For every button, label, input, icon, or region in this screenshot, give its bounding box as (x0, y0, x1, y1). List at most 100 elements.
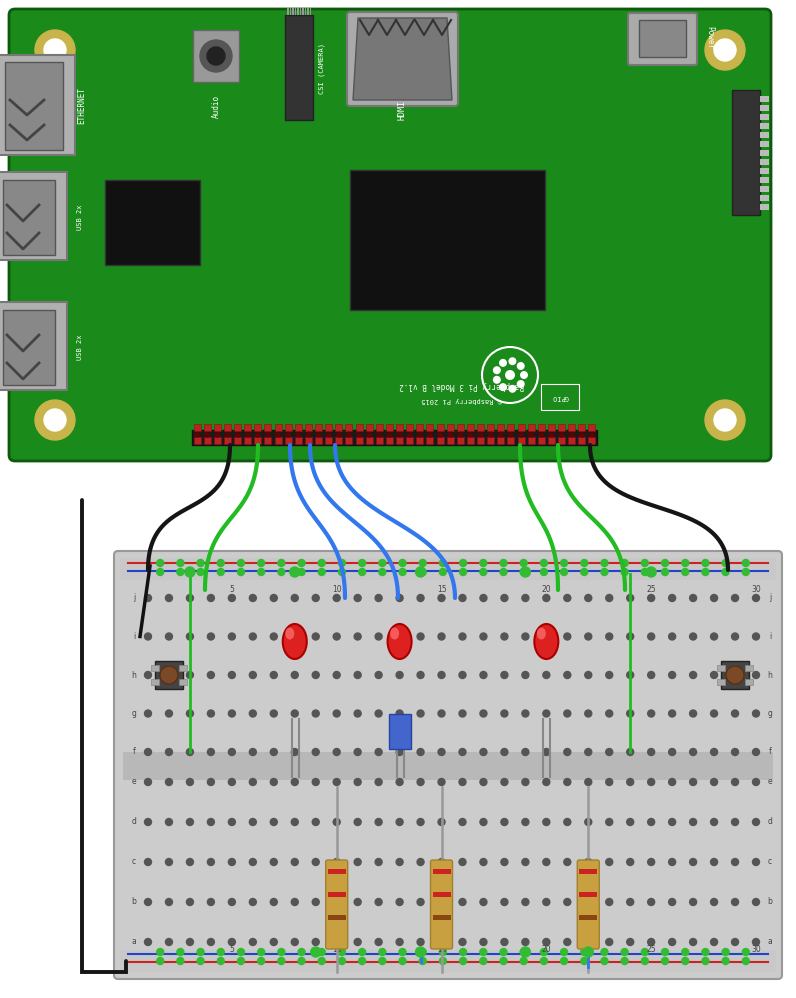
Text: 20: 20 (541, 586, 551, 595)
Circle shape (298, 560, 305, 567)
Circle shape (208, 748, 214, 755)
Bar (290, 8, 291, 15)
Circle shape (166, 710, 173, 717)
Circle shape (621, 957, 628, 964)
Circle shape (601, 569, 608, 576)
Circle shape (722, 569, 729, 576)
Circle shape (249, 898, 256, 905)
Circle shape (291, 633, 298, 640)
Circle shape (689, 938, 696, 945)
Circle shape (517, 380, 525, 388)
Bar (204, 424, 211, 431)
Circle shape (438, 938, 445, 945)
Bar (436, 437, 443, 444)
Bar (0, 55, 75, 155)
Bar (528, 437, 535, 444)
Circle shape (752, 938, 759, 945)
Circle shape (438, 778, 445, 785)
Bar (568, 424, 576, 431)
Circle shape (258, 948, 264, 955)
Bar (487, 437, 494, 444)
Circle shape (291, 672, 298, 679)
Circle shape (166, 672, 173, 679)
Circle shape (249, 672, 256, 679)
Circle shape (271, 595, 277, 602)
Circle shape (732, 898, 739, 905)
Circle shape (291, 818, 298, 825)
Circle shape (743, 948, 749, 955)
Circle shape (606, 633, 613, 640)
Circle shape (501, 818, 508, 825)
Circle shape (296, 433, 300, 437)
Circle shape (732, 818, 739, 825)
Circle shape (375, 672, 382, 679)
Circle shape (560, 957, 568, 964)
Circle shape (711, 778, 717, 785)
Circle shape (197, 957, 204, 964)
Circle shape (208, 710, 214, 717)
Circle shape (200, 40, 232, 72)
Text: Power: Power (705, 26, 714, 50)
Bar (432, 869, 451, 874)
Circle shape (354, 898, 361, 905)
Circle shape (357, 433, 361, 437)
Circle shape (585, 778, 591, 785)
Circle shape (480, 948, 487, 955)
Circle shape (347, 433, 351, 437)
Bar (498, 437, 505, 444)
Circle shape (661, 560, 669, 567)
Circle shape (375, 898, 382, 905)
Bar (264, 437, 271, 444)
Circle shape (287, 433, 291, 437)
Circle shape (590, 433, 594, 437)
Circle shape (540, 569, 548, 576)
Circle shape (711, 633, 717, 640)
Circle shape (606, 938, 613, 945)
Circle shape (648, 858, 654, 865)
Bar (579, 424, 585, 431)
Circle shape (626, 710, 634, 717)
Bar (254, 424, 261, 431)
Circle shape (480, 858, 487, 865)
Circle shape (480, 748, 487, 755)
Text: f: f (769, 748, 771, 756)
Bar (285, 424, 291, 431)
Bar (538, 437, 544, 444)
Circle shape (601, 948, 608, 955)
Circle shape (480, 957, 487, 964)
Circle shape (186, 898, 193, 905)
Circle shape (166, 595, 173, 602)
Circle shape (669, 595, 676, 602)
Text: © Raspberry Pi 2015: © Raspberry Pi 2015 (422, 397, 502, 403)
Circle shape (520, 569, 527, 576)
Circle shape (396, 710, 403, 717)
Circle shape (585, 748, 591, 755)
Text: 10: 10 (332, 586, 341, 595)
Circle shape (522, 748, 529, 755)
Circle shape (145, 858, 151, 865)
Circle shape (354, 778, 361, 785)
Text: 25: 25 (646, 586, 656, 595)
Circle shape (459, 938, 466, 945)
Text: 15: 15 (437, 945, 447, 954)
Circle shape (186, 710, 193, 717)
Bar (760, 150, 769, 156)
Text: g: g (767, 709, 772, 718)
Circle shape (689, 778, 696, 785)
Circle shape (177, 569, 184, 576)
Text: j: j (769, 594, 771, 603)
Circle shape (732, 633, 739, 640)
Bar (275, 424, 282, 431)
Circle shape (501, 748, 508, 755)
Circle shape (354, 858, 361, 865)
Circle shape (334, 898, 340, 905)
Circle shape (549, 433, 553, 437)
Bar (315, 437, 322, 444)
Circle shape (732, 710, 739, 717)
Circle shape (291, 858, 298, 865)
Circle shape (145, 938, 151, 945)
Circle shape (606, 672, 613, 679)
Circle shape (642, 957, 648, 964)
Circle shape (501, 672, 508, 679)
Bar (204, 437, 211, 444)
